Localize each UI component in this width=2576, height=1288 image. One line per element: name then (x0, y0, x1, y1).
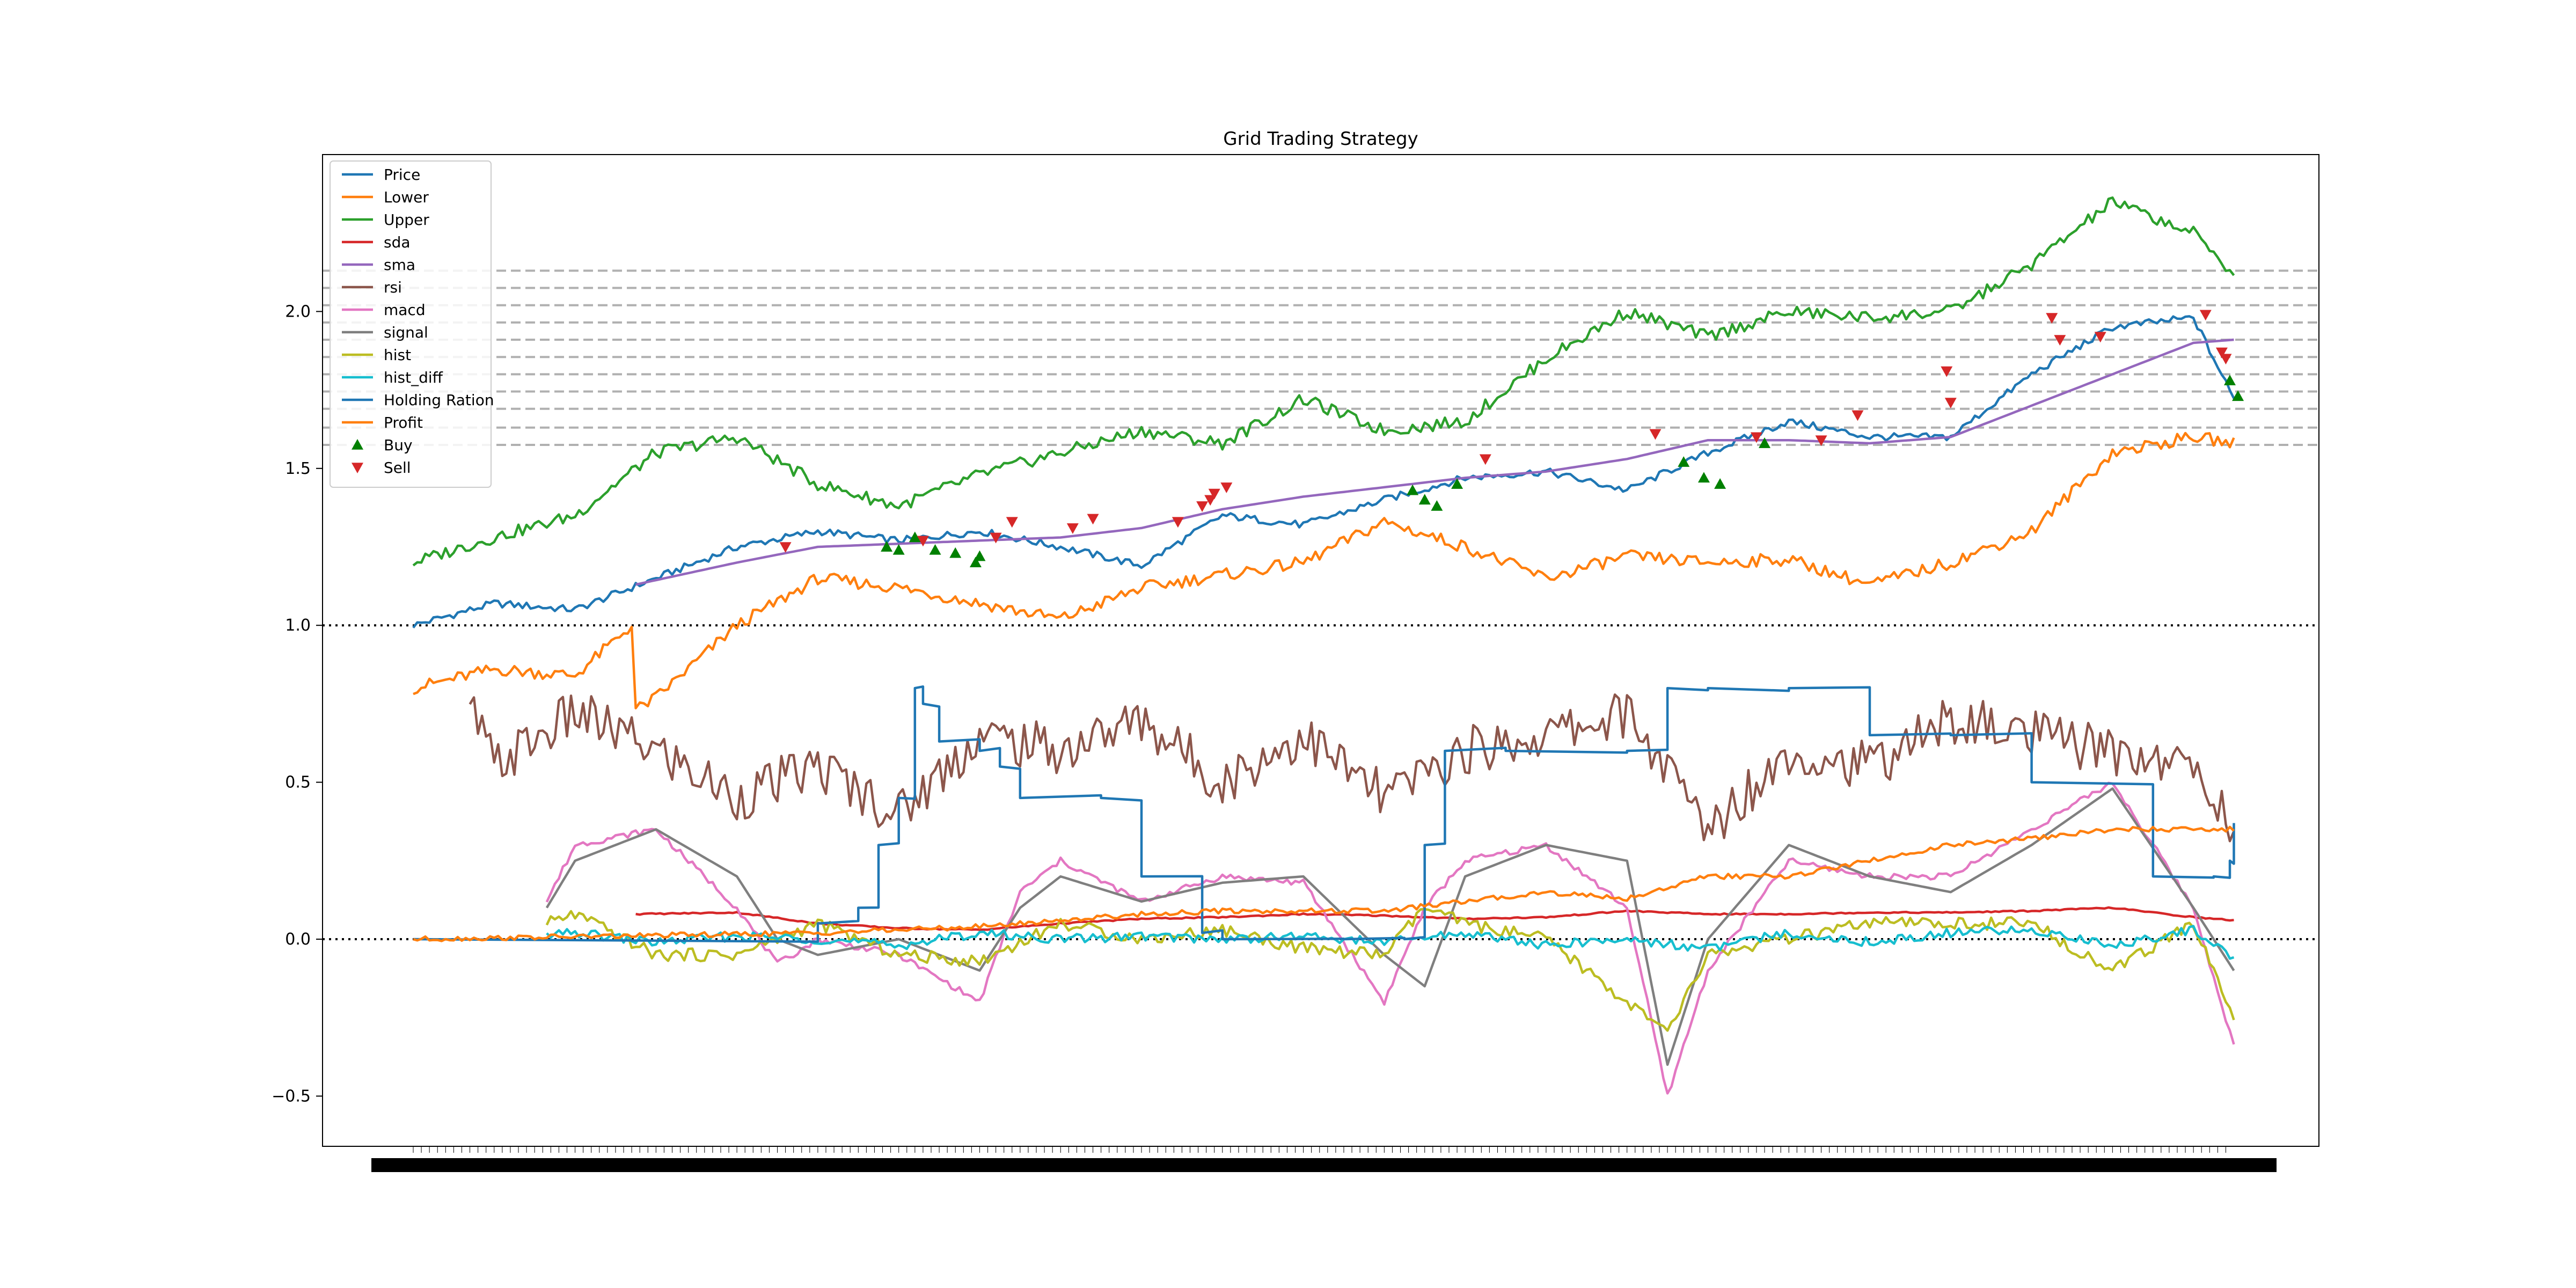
buy-marker-4 (949, 547, 962, 558)
legend-label-upper: Upper (384, 211, 429, 229)
sell-marker-2 (990, 532, 1002, 544)
chart-title: Grid Trading Strategy (1223, 128, 1418, 150)
buy-marker-2 (909, 531, 921, 543)
y-tick-label-1: 0.0 (285, 930, 311, 949)
sell-marker-0 (779, 542, 792, 553)
buy-marker-3 (929, 544, 941, 555)
y-tick-label-5: 2.0 (285, 302, 311, 321)
sell-marker-6 (1172, 517, 1184, 528)
y-tick-label-4: 1.5 (285, 459, 311, 478)
legend-label-sda: sda (384, 233, 411, 251)
legend-label-buy: Buy (384, 436, 413, 454)
sell-marker-9 (1208, 488, 1220, 500)
buy-marker-6 (974, 550, 986, 561)
series-line-holding-ration (413, 685, 2235, 943)
series-line-upper (412, 196, 2235, 567)
buy-marker-10 (1451, 478, 1463, 489)
buy-marker-9 (1431, 500, 1443, 511)
series-line-profit (413, 825, 2235, 942)
legend: Price Lower Upper sda sma rsi macd signal hist hi… (330, 160, 494, 488)
sell-marker-11 (1479, 454, 1491, 465)
legend-label-macd: macd (384, 301, 426, 319)
series-line-macd (545, 781, 2235, 1095)
sell-marker-21 (2199, 310, 2212, 321)
series-line-sma (635, 338, 2234, 586)
legend-label-hist: hist (384, 346, 411, 364)
sell-marker-17 (1941, 366, 1953, 377)
sell-marker-20 (2094, 332, 2106, 343)
sell-marker-3 (1006, 517, 1018, 528)
series-layer (412, 196, 2235, 1095)
legend-label-sell: Sell (384, 459, 411, 477)
legend-label-price: Price (384, 166, 420, 184)
x-tick-label-band (371, 1158, 2277, 1172)
buy-marker-15 (2224, 375, 2236, 385)
sell-marker-13 (1750, 432, 1762, 443)
sell-marker-19 (2054, 335, 2066, 346)
buy-marker-14 (1759, 437, 1771, 448)
sell-marker-16 (1944, 398, 1957, 408)
legend-label-lower: Lower (384, 188, 429, 206)
sell-marker-14 (1815, 435, 1827, 447)
buy-marker-7 (1407, 484, 1419, 495)
sell-marker-23 (2220, 354, 2232, 365)
buy-marker-16 (2232, 390, 2244, 401)
legend-label-holding-ration: Holding Ration (384, 391, 494, 409)
sell-marker-7 (1196, 501, 1209, 512)
buy-marker-12 (1697, 472, 1710, 483)
sell-marker-10 (1220, 482, 1233, 493)
sell-marker-8 (1204, 495, 1217, 506)
sell-marker-22 (2215, 347, 2228, 358)
series-line-signal (545, 787, 2235, 1066)
x-axis (371, 1146, 2277, 1172)
buy-marker-0 (881, 541, 893, 552)
legend-label-rsi: rsi (384, 279, 402, 296)
marker-layer (779, 310, 2244, 568)
y-axis: −0.5 0.0 0.5 1.0 1.5 2.0 (272, 302, 323, 1106)
sell-marker-4 (1066, 523, 1079, 534)
y-tick-label-0: −0.5 (272, 1087, 311, 1106)
legend-swatch-sell (352, 463, 363, 473)
legend-label-hist-diff: hist_diff (384, 369, 443, 386)
sell-marker-5 (1087, 514, 1099, 525)
legend-swatch-buy (352, 439, 363, 450)
buy-marker-11 (1678, 456, 1690, 467)
sell-marker-18 (2046, 313, 2058, 324)
sell-marker-15 (1851, 410, 1864, 421)
sell-marker-1 (917, 536, 929, 547)
series-line-sda (635, 906, 2234, 931)
y-tick-label-2: 0.5 (285, 773, 311, 792)
series-line-rsi (469, 693, 2235, 843)
sell-marker-12 (1649, 429, 1662, 440)
buy-marker-1 (892, 544, 905, 555)
legend-label-profit: Profit (384, 414, 423, 431)
buy-marker-8 (1418, 494, 1431, 505)
legend-label-sma: sma (384, 256, 415, 274)
y-tick-label-3: 1.0 (285, 616, 311, 635)
buy-marker-5 (969, 557, 982, 568)
plot-frame (322, 154, 2319, 1147)
legend-label-signal: signal (384, 324, 428, 341)
series-line-lower (413, 431, 2235, 709)
series-line-hist (545, 908, 2235, 1032)
buy-marker-13 (1714, 478, 1726, 489)
